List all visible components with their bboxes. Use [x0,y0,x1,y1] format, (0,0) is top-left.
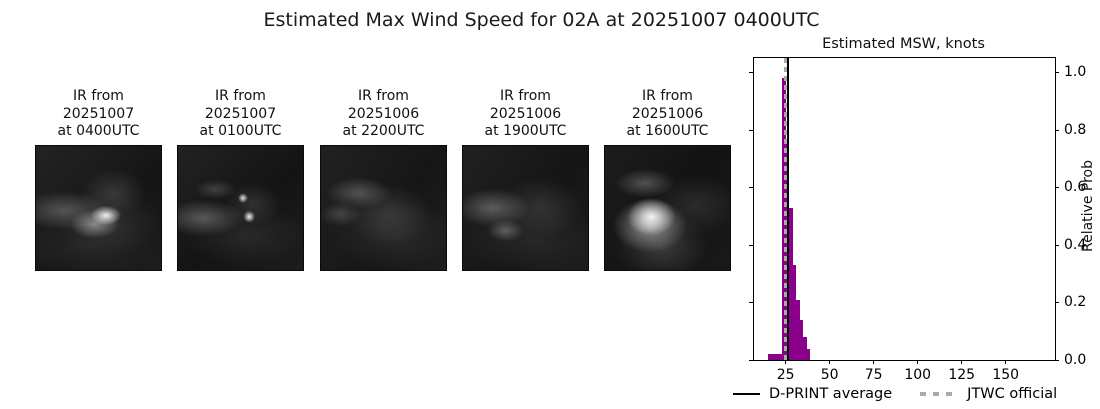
chart-legend: D-PRINT average JTWC official [733,384,1057,404]
histogram-bar [778,354,783,360]
ir-panel-2: IR from 20251007 at 0100UTC [177,88,304,271]
y-axis-label: Relative Prob [1080,160,1096,253]
x-axis-tick-label: 150 [992,367,1020,383]
legend-item-dprint-average: D-PRINT average [733,386,892,402]
legend-label: JTWC official [967,386,1058,402]
y-axis-tick-label: 0.8 [1064,121,1087,138]
x-axis-tick-label: 25 [776,367,795,383]
ir-panel-3: IR from 20251006 at 2200UTC [320,88,447,271]
x-axis-tick [1005,360,1007,364]
ir-satellite-image [177,145,304,271]
histogram-bar [796,299,800,360]
histogram-bar [768,354,772,360]
ir-panel-label: IR from 20251007 at 0400UTC [57,88,140,139]
y-axis-tick [749,244,753,246]
x-axis-tick [785,360,787,364]
x-axis-tick [873,360,875,364]
ir-panel-label: IR from 20251007 at 0100UTC [199,88,282,139]
y-axis-tick [749,187,753,189]
figure-title: Estimated Max Wind Speed for 02A at 2025… [263,9,820,31]
x-axis-tick [961,360,963,364]
dashed-line-swatch [920,392,959,396]
y-axis-tick [1055,72,1059,74]
ir-panel-label: IR from 20251006 at 1600UTC [626,88,709,139]
histogram-bar [782,78,786,360]
x-axis-tick-label: 125 [948,367,976,383]
histogram-bar [803,337,807,360]
x-axis-tick [829,360,831,364]
histogram-bar [775,354,779,360]
histogram-bar [771,354,776,360]
histogram-bar [806,348,811,360]
y-axis-tick [749,302,753,304]
y-axis-tick [1055,129,1059,131]
histogram-chart: Estimated MSW, knots 25 50 75 100 125 150 0.0 0… [749,36,1096,383]
ir-satellite-image [604,145,731,271]
ir-panel-5: IR from 20251006 at 1600UTC [604,88,731,271]
y-axis-tick-label: 0.0 [1064,352,1087,368]
histogram-bar [792,265,797,360]
legend-label: D-PRINT average [769,386,893,402]
x-axis-tick-label: 75 [864,367,883,383]
y-axis-tick-label: 0.6 [1064,179,1087,196]
chart-title: Estimated MSW, knots [822,36,985,52]
y-axis-tick [1055,187,1059,189]
x-axis-tick-label: 100 [904,367,932,383]
histogram-bar [789,207,793,360]
y-axis-tick [1055,302,1059,304]
ir-panel-1: IR from 20251007 at 0400UTC [35,88,162,271]
solid-line-swatch [733,393,760,395]
histogram-bar [799,319,804,360]
ir-satellite-image [320,145,447,271]
dprint-average-line [786,58,789,360]
ir-panel-label: IR from 20251006 at 2200UTC [342,88,425,139]
ir-panel-label: IR from 20251006 at 1900UTC [484,88,567,139]
x-axis-tick-label: 50 [820,367,839,383]
jtwc-official-line [783,58,788,360]
y-axis-tick-label: 1.0 [1064,64,1087,81]
y-axis-tick [749,72,753,74]
y-axis-tick [1055,244,1059,246]
ir-panel-4: IR from 20251006 at 1900UTC [462,88,589,271]
x-axis-tick [917,360,919,364]
y-axis-tick [749,360,753,361]
y-axis-tick-label: 0.4 [1064,236,1087,253]
y-axis-tick [749,129,753,131]
y-axis-tick [1055,360,1059,361]
histogram-plot: 25 50 75 100 125 150 0.0 0.2 0.4 0.6 0.8 1.0 [749,57,1086,383]
ir-satellite-image [462,145,589,271]
ir-satellite-image [35,145,162,271]
legend-item-jtwc-official: JTWC official [920,386,1057,402]
y-axis-tick-label: 0.2 [1064,294,1087,311]
